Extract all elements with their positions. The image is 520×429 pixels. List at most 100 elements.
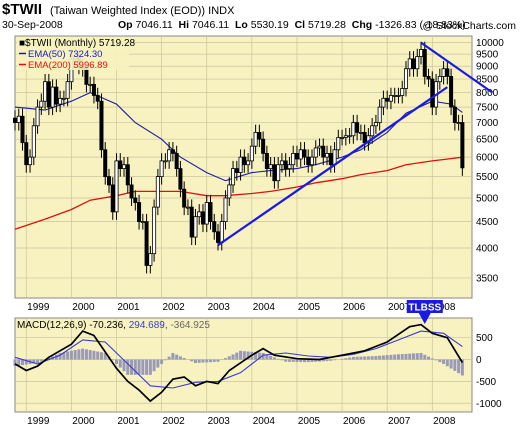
candle-body (189, 206, 194, 238)
candle-body (159, 160, 164, 178)
macd-histogram-bar (13, 359, 17, 367)
candle-body (343, 135, 348, 138)
ohlc-readout: Op 7046.11 Hi 7046.11 Lo 5530.19 Cl 5719… (118, 19, 466, 31)
macd-y-tick-label: -1000 (476, 399, 502, 410)
price-x-tick-label: 2003 (208, 302, 231, 313)
stockcharts-watermark: @ StockCharts.com (422, 20, 516, 32)
macd-histogram-bar (182, 358, 186, 360)
macd-histogram-bar (351, 356, 355, 360)
candle-body (91, 83, 96, 96)
candle-body (122, 164, 127, 170)
macd-histogram-bar (148, 359, 152, 375)
close-value: 5719.28 (307, 19, 346, 31)
macd-histogram-bar (235, 352, 239, 360)
macd-histogram-bar (36, 359, 40, 364)
candle-body (16, 115, 21, 123)
price-x-tick-label: 2000 (72, 302, 95, 313)
candle-body (437, 76, 442, 83)
price-y-tick-label: 4500 (476, 217, 499, 228)
macd-histogram-bar (434, 359, 438, 361)
candle-body (65, 81, 70, 99)
candle-body (317, 145, 322, 149)
candle-body (110, 184, 115, 213)
candle-body (129, 184, 134, 199)
candle-body (242, 156, 247, 166)
candle-body (445, 68, 450, 77)
candle-body (388, 95, 393, 102)
macd-histogram-bar (137, 359, 141, 375)
macd-histogram-bar (24, 359, 28, 365)
candle-body (370, 125, 375, 137)
candle-body (219, 221, 224, 243)
candle-body (246, 160, 251, 166)
candle-body (204, 202, 209, 225)
price-y-tick-label: 5000 (476, 193, 499, 204)
change-value: -1326.83 (-18.83%) (375, 19, 466, 31)
candle-body (208, 202, 213, 222)
macd-histogram-bar (310, 359, 314, 362)
candle-body (355, 122, 360, 133)
macd-histogram-bar (133, 359, 137, 375)
macd-legend: MACD(12,26,9) -70.236, 294.689, -364.925 (17, 320, 210, 331)
high-value: 7046.11 (191, 19, 230, 31)
chart-date: 30-Sep-2008 (2, 19, 63, 31)
open-label: Op (118, 19, 133, 31)
price-y-tick-label: 4000 (476, 243, 499, 254)
candle-body (253, 131, 258, 147)
candle-body (449, 76, 454, 108)
macd-histogram-bar (261, 352, 265, 360)
macd-histogram-bar (381, 355, 385, 360)
macd-histogram-bar (295, 359, 299, 362)
price-x-tick-label: 2005 (298, 302, 321, 313)
macd-histogram-bar (302, 359, 306, 363)
candle-body (88, 83, 93, 86)
macd-histogram-bar (239, 350, 243, 360)
candle-body (381, 97, 386, 108)
tlbss-arrow (418, 313, 431, 324)
candle-body (261, 138, 266, 154)
candle-body (20, 115, 25, 144)
change-label: Chg (351, 19, 373, 31)
macd-histogram-bar (400, 354, 404, 360)
macd-line (14, 323, 464, 403)
macd-histogram-bar (118, 359, 122, 368)
candle-body (377, 106, 382, 123)
candle-body (61, 97, 66, 100)
macd-histogram-bar (190, 359, 194, 362)
macd-histogram-bar (126, 359, 130, 375)
macd-histogram-bar (359, 356, 363, 360)
macd-histogram-bar (329, 359, 333, 361)
price-y-tick-label: 6000 (476, 153, 499, 164)
macd-histogram-bar (208, 359, 212, 363)
candle-body (426, 76, 431, 80)
macd-histogram-bar (205, 359, 209, 363)
macd-histogram-bar (385, 355, 389, 360)
macd-histogram-bar (257, 352, 261, 360)
candle-body (321, 145, 326, 158)
macd-x-tick-label: 2007 (388, 416, 411, 427)
candle-body (137, 202, 142, 222)
candle-body (216, 231, 221, 243)
macd-histogram-bar (442, 359, 446, 364)
macd-histogram-bar (73, 350, 77, 360)
candle-body (309, 156, 314, 166)
candle-body (178, 168, 183, 190)
macd-histogram-bar (265, 354, 269, 360)
macd-histogram-bar (193, 359, 197, 364)
macd-histogram-bar (201, 359, 205, 363)
macd-histogram-bar (333, 359, 337, 361)
macd-histogram-bar (314, 359, 318, 362)
price-x-tick-label: 2008 (433, 302, 456, 313)
macd-histogram-bar (363, 356, 367, 360)
candle-body (340, 137, 345, 139)
price-y-tick-label: 6500 (476, 135, 499, 146)
ema200-line (14, 156, 463, 230)
macd-histogram-bar (246, 351, 250, 360)
macd-histogram-bar (453, 359, 457, 371)
macd-histogram-bar (427, 356, 431, 360)
candle-body (12, 117, 17, 123)
price-y-tick-label: 3500 (476, 273, 499, 284)
macd-histogram-bar (227, 356, 231, 360)
candle-body (200, 211, 205, 225)
